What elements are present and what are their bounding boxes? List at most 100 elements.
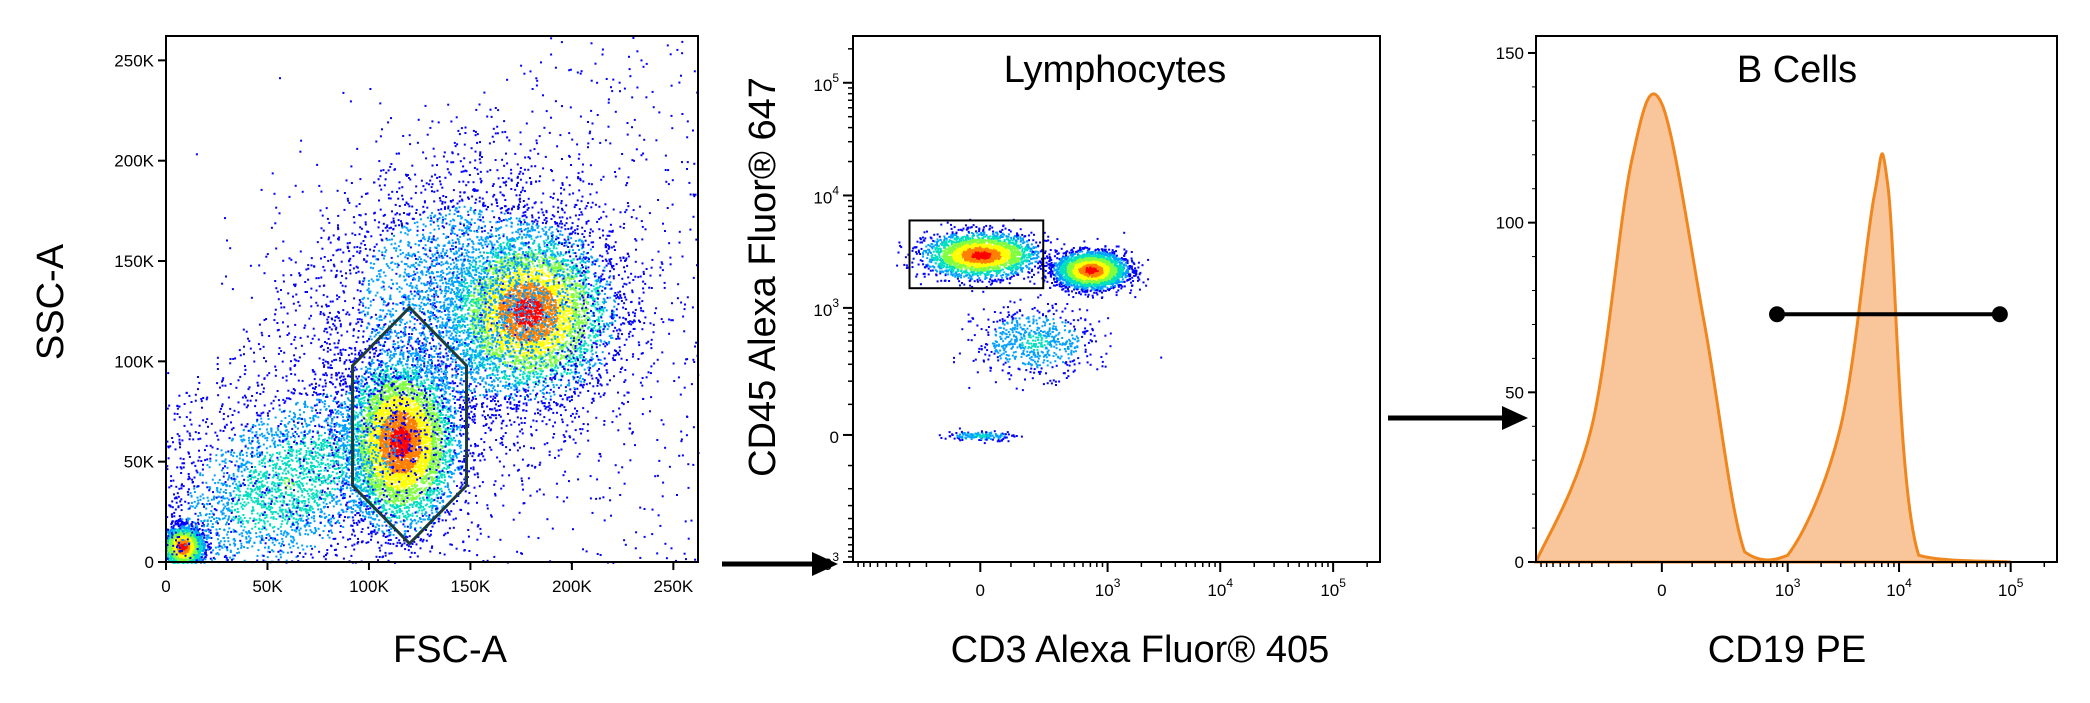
event-dot — [326, 439, 329, 442]
event-dot — [366, 476, 369, 479]
event-dot — [381, 377, 384, 380]
event-dot — [442, 395, 445, 398]
event-dot — [427, 448, 430, 451]
event-dot — [373, 465, 376, 468]
event-dot — [373, 446, 376, 449]
event-dot — [372, 474, 375, 477]
event-dot — [435, 376, 437, 379]
event-dot — [431, 440, 434, 443]
event-dot — [369, 520, 372, 523]
event-dot — [438, 483, 441, 486]
event-dot — [388, 552, 391, 555]
event-dot — [416, 360, 419, 363]
event-dot — [415, 459, 418, 462]
event-dot — [429, 504, 432, 507]
event-dot — [422, 506, 425, 508]
event-dot — [443, 439, 446, 442]
event-dot — [409, 406, 412, 409]
event-dot — [398, 539, 401, 542]
event-dot — [428, 416, 431, 419]
event-dot — [378, 488, 381, 491]
event-dot — [341, 497, 344, 500]
event-dot — [417, 343, 420, 346]
event-dot — [411, 466, 414, 469]
event-dot — [330, 376, 333, 379]
event-dot — [422, 344, 425, 347]
event-dot — [401, 406, 404, 409]
event-dot — [473, 459, 476, 462]
event-dot — [439, 455, 442, 458]
event-dot — [371, 435, 374, 438]
event-dot — [452, 462, 455, 465]
event-dot — [388, 389, 391, 392]
event-dot — [449, 393, 452, 396]
event-dot — [445, 405, 448, 408]
event-dot — [436, 459, 439, 462]
event-dot — [448, 439, 451, 442]
event-dot — [404, 485, 407, 488]
event-dot — [361, 514, 364, 517]
event-dot — [370, 510, 373, 513]
event-dot — [450, 491, 452, 494]
event-dot — [398, 464, 401, 467]
event-dot — [433, 451, 436, 454]
event-dot — [355, 411, 358, 414]
event-dot — [431, 471, 434, 474]
event-dot — [376, 466, 378, 469]
event-dot — [418, 460, 421, 463]
event-dot — [419, 382, 422, 385]
event-dot — [364, 428, 367, 430]
event-dot — [386, 490, 389, 493]
event-dot — [432, 411, 435, 414]
event-dot — [429, 450, 432, 453]
event-dot — [352, 519, 355, 522]
event-dot — [401, 382, 404, 385]
event-dot — [384, 365, 387, 368]
event-dot — [431, 421, 434, 424]
event-dot — [426, 396, 429, 399]
event-dot — [392, 436, 395, 439]
event-dot — [399, 397, 402, 400]
event-dot — [444, 479, 446, 482]
event-dot — [387, 501, 390, 504]
event-dot — [436, 483, 439, 486]
event-dot — [408, 376, 411, 379]
event-dot — [368, 434, 371, 436]
event-dot — [378, 527, 380, 530]
event-dot — [367, 516, 370, 519]
event-dot — [433, 371, 436, 374]
event-dot — [423, 460, 426, 463]
event-dot — [398, 510, 401, 513]
event-dot — [380, 431, 383, 434]
event-dot — [449, 494, 452, 497]
event-dot — [440, 490, 443, 493]
event-dot — [381, 480, 384, 483]
event-dot — [413, 399, 416, 402]
event-dot — [416, 443, 419, 446]
event-dot — [403, 497, 406, 500]
event-dot — [422, 436, 425, 439]
event-dot — [359, 510, 362, 513]
event-dot — [420, 502, 423, 505]
event-dot — [425, 478, 428, 481]
event-dot — [451, 460, 454, 463]
event-dot — [358, 480, 361, 483]
event-dot — [401, 383, 404, 386]
event-dot — [391, 388, 394, 391]
event-dot — [382, 534, 385, 537]
event-dot — [401, 503, 404, 506]
event-dot — [419, 354, 422, 357]
event-dot — [410, 424, 412, 427]
event-dot — [396, 484, 399, 487]
event-dot — [432, 463, 435, 466]
event-dot — [386, 352, 389, 355]
event-dot — [411, 498, 414, 501]
event-dot — [391, 475, 393, 478]
event-dot — [407, 509, 410, 512]
event-dot — [420, 454, 423, 457]
event-dot — [373, 518, 376, 521]
event-dot — [427, 386, 430, 389]
event-dot — [358, 439, 361, 442]
event-dot — [292, 435, 295, 437]
event-dot — [428, 456, 431, 458]
